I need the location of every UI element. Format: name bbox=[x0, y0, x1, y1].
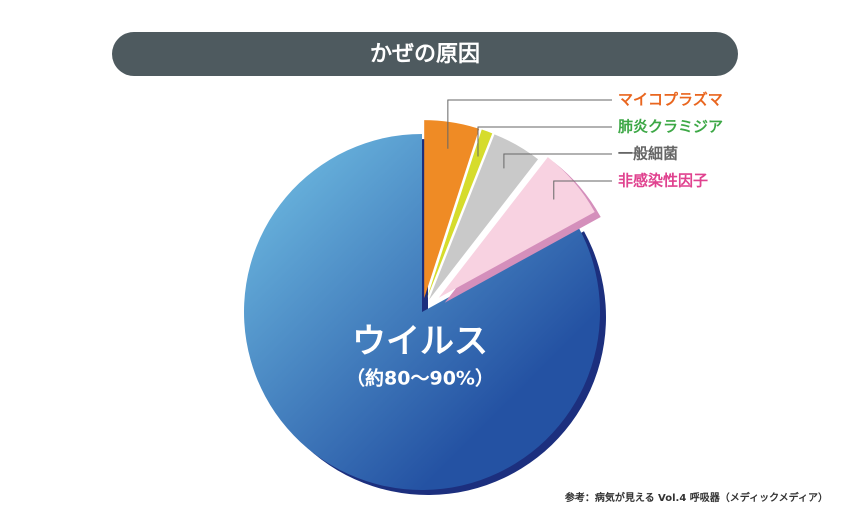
slice bbox=[424, 120, 480, 299]
chart-title: かぜの原因 bbox=[370, 42, 480, 67]
leader-line bbox=[503, 153, 612, 169]
slice bbox=[244, 134, 601, 491]
legend-label: マイコプラズマ bbox=[618, 91, 723, 109]
slice bbox=[438, 157, 595, 298]
slice-label: ウイルス bbox=[352, 322, 488, 362]
leader-line bbox=[477, 126, 612, 157]
legend-label: 肺炎クラミジア bbox=[618, 118, 723, 136]
leader-line bbox=[447, 99, 612, 149]
annotation: （約80〜90%） bbox=[346, 367, 494, 390]
slice bbox=[428, 134, 539, 300]
legend-label: 一般細菌 bbox=[618, 145, 678, 163]
slice bbox=[426, 129, 493, 299]
legend-label: 非感染性因子 bbox=[618, 172, 708, 190]
leader-line bbox=[553, 180, 612, 200]
title-bar bbox=[112, 32, 738, 76]
source: 参考：病気が見える Vol.4 呼吸器（メディックメディア） bbox=[565, 491, 828, 504]
